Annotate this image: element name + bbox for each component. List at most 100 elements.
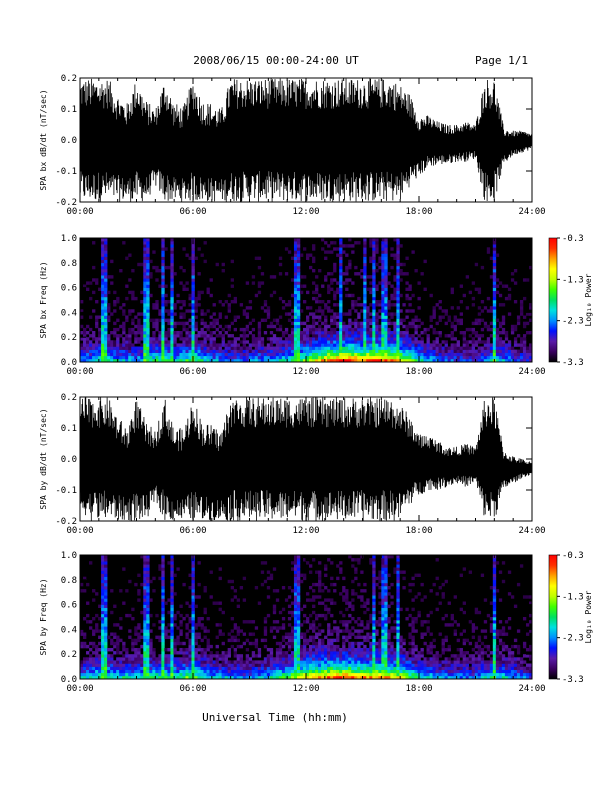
spectrogram-cell [191,663,195,667]
spectrogram-cell [486,247,491,251]
spectrogram-cell [384,343,388,347]
colorbar-2 [548,237,558,363]
spectrogram-cell [188,617,192,621]
spectrogram-cell [287,617,292,621]
spectrogram-cell [272,340,277,344]
spectrogram-cell [330,327,334,332]
spectrogram-cell [239,303,244,307]
spectrogram-cell [155,278,159,282]
spectrogram-cell [209,343,213,347]
spectrogram-cell [170,589,174,593]
spectrogram-cell [351,657,355,661]
spectrogram-cell [209,669,213,674]
spectrogram-cell [507,346,512,350]
spectrogram-cell [188,318,192,322]
spectrogram-cell [339,334,343,338]
spectrogram-cell [83,672,87,677]
spectrogram-cell [495,318,500,322]
spectrogram-cell [182,300,186,304]
spectrogram-cell [324,607,328,612]
spectrogram-cell [293,641,298,646]
spectrogram-cell [453,324,457,329]
spectrogram-cell [128,352,132,357]
spectrogram-cell [281,358,286,362]
spectrogram-cell [381,358,385,362]
spectrogram-cell [378,570,382,574]
spectrogram-cell [372,340,376,344]
spectrogram-cell [143,358,147,362]
spectrogram-cell [312,334,316,338]
spectrogram-cell [266,657,271,661]
spectrogram-cell [104,278,108,282]
spectrogram-cell [399,355,403,360]
spectrogram-cell [128,657,132,661]
spectrogram-cell [528,352,532,357]
spectrogram-cell [296,256,301,260]
spectrogram-cell [387,663,391,667]
spectrogram-cell [218,654,222,658]
spectrogram-cell [104,663,108,667]
spectrogram-cell [116,660,120,664]
spectrogram-cell [462,343,466,347]
spectrogram-cell [191,343,195,347]
spectrogram-cell [293,275,298,279]
spectrogram-cell [218,315,222,319]
spectrogram-cell [290,309,295,313]
spectrogram-cell [375,629,379,633]
spectrogram-cell [161,244,165,248]
spectrogram-cell [414,595,418,599]
spectrogram-cell [146,306,150,310]
spectrogram-cell [191,669,195,674]
spectrogram-cell [284,327,289,332]
spectrogram-cell [327,331,331,335]
spectrogram-cell [366,672,370,677]
spectrogram-cell [233,346,237,350]
spectrogram-cell [402,663,406,667]
spectrogram-cell [420,272,424,276]
spectrogram-cell [293,595,298,599]
spectrogram-cell [318,586,322,590]
spectrogram-cell [357,337,361,341]
spectrogram-cell [272,349,277,353]
spectrogram-cell [224,331,228,335]
spectrogram-cell [122,321,126,326]
spectrogram-cell [366,324,370,329]
spectrogram-cell [101,607,105,612]
spectrogram-cell [140,644,144,649]
spectrogram-cell [242,346,247,350]
spectrogram-cell [396,321,400,326]
spectrogram-cell [384,570,388,574]
spectrogram-cell [143,675,147,679]
spectrogram-cell [477,358,482,362]
spectrogram-cell [293,635,298,639]
spectrogram-cell [281,331,286,335]
spectrogram-cell [363,337,367,341]
spectrogram-cell [417,660,421,664]
spectrogram-cell [492,337,497,341]
spectrogram-cell [101,309,105,313]
spectrogram-cell [122,672,126,677]
spectrogram-cell [284,666,289,670]
y-tick-label-3-4: -0.2 [55,517,77,527]
spectrogram-cell [372,303,376,307]
spectrogram-cell [140,657,144,661]
spectrogram-cell [170,244,174,248]
spectrogram-cell [143,666,147,670]
spectrogram-cell [257,663,262,667]
spectrogram-cell [209,570,213,574]
spectrogram-cell [399,657,403,661]
spectrogram-cell [104,324,108,329]
spectrogram-cell [86,331,90,335]
spectrogram-cell [327,669,331,674]
spectrogram-cell [384,296,388,301]
spectrogram-cell [369,355,373,360]
spectrogram-cell [348,321,352,326]
spectrogram-cell [191,312,195,316]
spectrogram-cell [513,327,518,332]
spectrogram-cell [366,666,370,670]
spectrogram-cell [260,343,265,347]
spectrogram-cell [140,349,144,353]
spectrogram-cell [348,358,352,362]
spectrogram-cell [351,675,355,679]
spectrogram-cell [167,346,171,350]
